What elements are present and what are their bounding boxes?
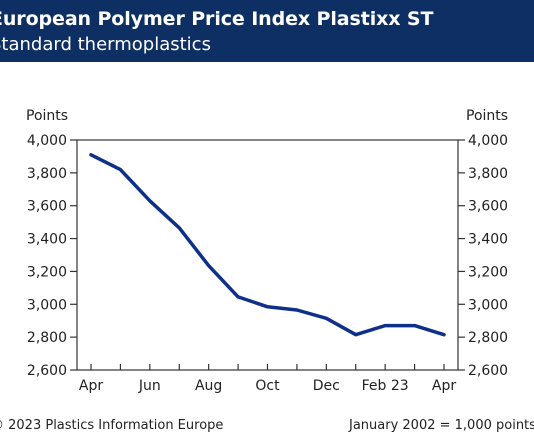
x-tick-label: Dec (313, 378, 340, 394)
y-tick-label-left: 4,000 (27, 133, 67, 149)
y-tick-label-left: 3,200 (27, 264, 67, 280)
chart-header: European Polymer Price Index Plastixx ST… (0, 0, 534, 62)
y-tick-label-left: 3,600 (27, 199, 67, 215)
x-tick-label: Oct (255, 378, 280, 394)
plot-frame (76, 139, 459, 371)
y-tick-label-left: 2,600 (27, 363, 67, 379)
chart-subtitle: Standard thermoplastics (0, 34, 211, 55)
baseline-note: January 2002 = 1,000 points (349, 418, 534, 433)
x-tick-label: Jun (138, 378, 161, 394)
y-axis-title-right: Points (466, 108, 508, 124)
series-line (89, 153, 446, 337)
y-tick-label-right: 3,000 (468, 297, 508, 313)
y-tick-label-left: 3,800 (27, 166, 67, 182)
source-note: © 2023 Plastics Information Europe (0, 418, 224, 433)
y-tick-label-left: 3,400 (27, 232, 67, 248)
y-tick-label-right: 2,600 (468, 363, 508, 379)
y-tick-label-left: 2,800 (27, 330, 67, 346)
y-tick-label-right: 3,800 (468, 166, 508, 182)
chart-title: European Polymer Price Index Plastixx ST (0, 8, 434, 30)
y-axis-title-left: Points (26, 108, 68, 124)
y-tick-label-right: 3,600 (468, 199, 508, 215)
y-tick-label-right: 4,000 (468, 133, 508, 149)
x-tick-label: Apr (432, 378, 456, 394)
y-tick-label-left: 3,000 (27, 297, 67, 313)
x-tick-label: Aug (195, 378, 222, 394)
x-tick-label: Feb 23 (362, 378, 409, 394)
y-tick-label-right: 3,400 (468, 232, 508, 248)
y-tick-label-right: 3,200 (468, 264, 508, 280)
y-tick-label-right: 2,800 (468, 330, 508, 346)
x-tick-label: Apr (79, 378, 103, 394)
